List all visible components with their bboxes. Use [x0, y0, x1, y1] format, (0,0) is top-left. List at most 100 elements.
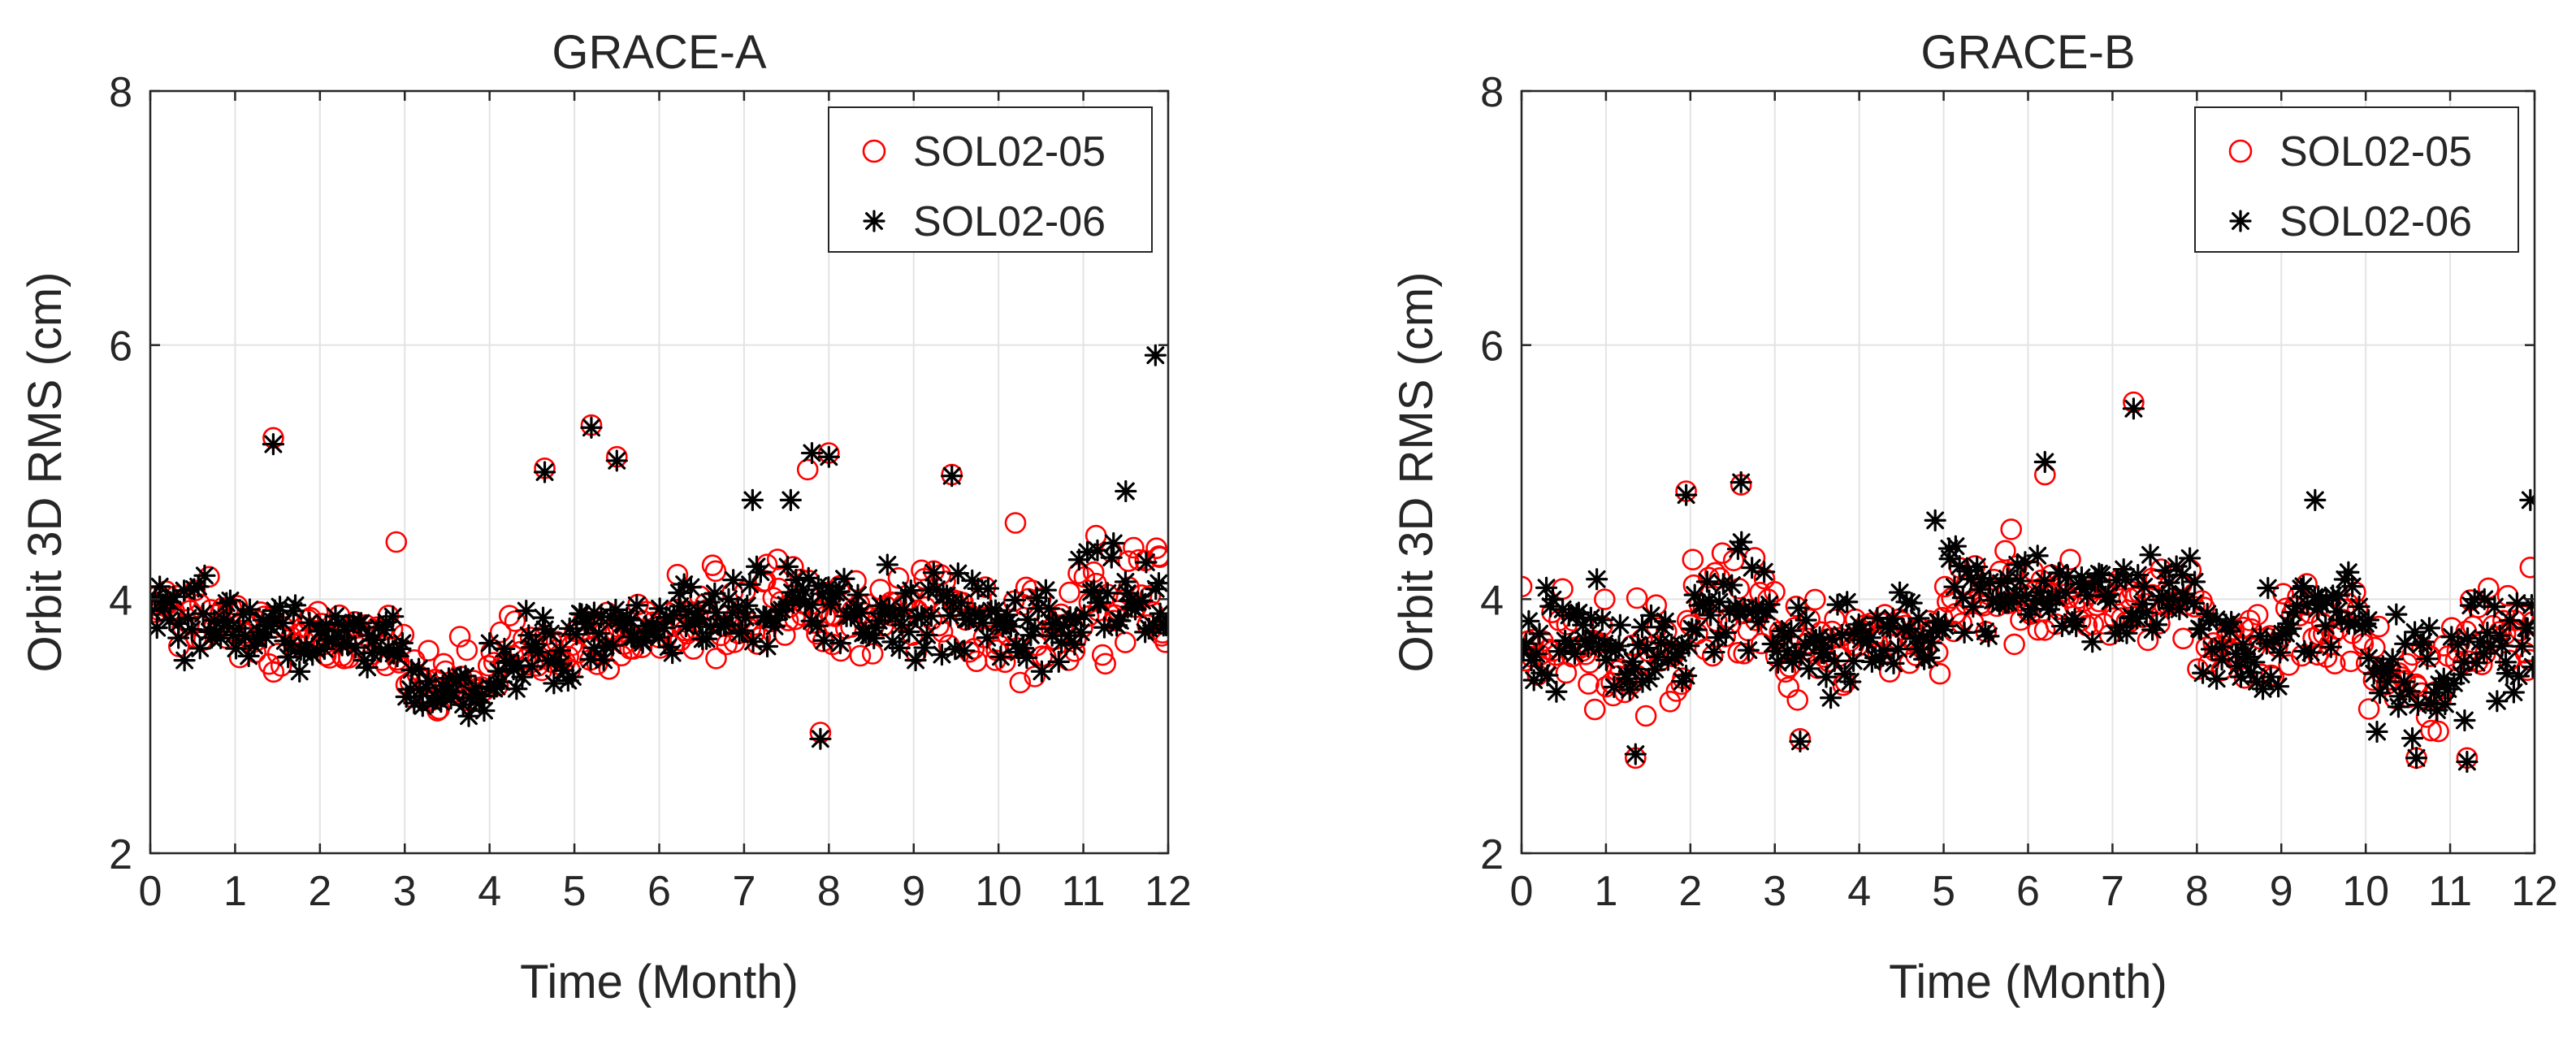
- data-point-circle: [1994, 540, 2016, 562]
- data-point-asterisk: [349, 612, 373, 635]
- data-point-asterisk: [722, 569, 745, 592]
- data-point-asterisk: [695, 627, 718, 650]
- data-point-asterisk: [1734, 597, 1756, 620]
- data-point-circle: [2033, 619, 2056, 641]
- data-point-asterisk: [1956, 560, 1979, 583]
- data-point-asterisk: [2304, 488, 2327, 511]
- data-point-asterisk: [869, 594, 892, 617]
- data-point-asterisk: [1651, 616, 1674, 639]
- data-point-asterisk: [493, 637, 516, 660]
- data-point-asterisk: [2293, 640, 2316, 662]
- data-point-asterisk: [829, 631, 851, 655]
- data-point-asterisk: [150, 575, 171, 598]
- data-point-asterisk: [2183, 570, 2206, 593]
- data-point-asterisk: [809, 727, 832, 750]
- data-point-asterisk: [524, 633, 548, 656]
- data-point-asterisk: [549, 653, 572, 675]
- data-point-asterisk: [260, 614, 283, 638]
- data-point-asterisk: [1034, 579, 1057, 601]
- data-point-asterisk: [884, 605, 907, 627]
- data-point-asterisk: [742, 630, 764, 653]
- data-point-asterisk: [2406, 694, 2430, 717]
- data-point-circle: [504, 610, 526, 632]
- data-point-asterisk: [1145, 578, 1167, 601]
- data-point-asterisk: [1966, 555, 1989, 579]
- data-point-asterisk: [1656, 648, 1679, 671]
- data-point-asterisk: [779, 488, 802, 511]
- data-point-asterisk: [894, 582, 917, 605]
- data-point-asterisk: [726, 596, 750, 618]
- data-point-asterisk: [1608, 635, 1630, 657]
- data-point-asterisk: [1888, 581, 1911, 604]
- data-point-asterisk: [154, 589, 177, 612]
- data-point-asterisk: [1907, 607, 1930, 630]
- data-point-asterisk: [622, 626, 646, 648]
- data-point-asterisk: [2132, 575, 2155, 598]
- data-point-asterisk: [968, 605, 991, 627]
- data-point-asterisk: [1638, 667, 1660, 690]
- data-point-asterisk: [2122, 397, 2145, 420]
- data-point-asterisk: [2239, 661, 2262, 684]
- data-point-circle: [1139, 584, 1162, 607]
- data-point-asterisk: [2368, 682, 2392, 705]
- data-point-asterisk: [2266, 675, 2290, 698]
- y-tick-label: 2: [1480, 831, 1504, 878]
- data-point-circle: [1094, 653, 1116, 675]
- data-point-asterisk: [430, 691, 452, 713]
- data-point-asterisk: [1012, 637, 1035, 660]
- data-point-asterisk: [543, 672, 565, 695]
- data-point-asterisk: [2127, 563, 2150, 587]
- legend-entry-SOL02-05: SOL02-05: [2228, 128, 2472, 176]
- x-tick-label: 5: [1932, 868, 1955, 915]
- data-point-asterisk: [2259, 666, 2282, 688]
- data-point-asterisk: [1076, 540, 1099, 564]
- data-point-asterisk: [2405, 747, 2428, 770]
- data-point-asterisk: [1624, 743, 1647, 765]
- data-point-asterisk: [2326, 601, 2349, 623]
- data-point-asterisk: [1047, 650, 1070, 673]
- data-point-asterisk: [2015, 584, 2037, 607]
- data-point-asterisk: [668, 581, 691, 605]
- data-point-asterisk: [1545, 680, 1568, 703]
- data-point-asterisk: [1004, 588, 1027, 612]
- data-point-asterisk: [1866, 606, 1889, 630]
- data-point-asterisk: [828, 580, 851, 603]
- data-point-asterisk: [2388, 685, 2411, 708]
- data-point-asterisk: [1737, 639, 1760, 661]
- data-point-asterisk: [1953, 621, 1976, 644]
- data-point-asterisk: [1907, 638, 1929, 661]
- data-point-asterisk: [539, 622, 562, 645]
- data-point-asterisk: [916, 623, 938, 647]
- data-point-asterisk: [262, 610, 284, 633]
- data-point-asterisk: [298, 611, 321, 634]
- data-point-asterisk: [2020, 598, 2043, 621]
- data-point-asterisk: [370, 640, 392, 663]
- x-tick-label: 4: [478, 868, 501, 915]
- data-point-asterisk: [1100, 546, 1123, 569]
- data-point-asterisk: [1872, 640, 1895, 662]
- data-point-asterisk: [1703, 640, 1725, 664]
- data-point-asterisk: [284, 594, 307, 617]
- data-point-asterisk: [999, 615, 1022, 638]
- data-point-asterisk: [613, 614, 635, 636]
- x-tick-label: 2: [308, 868, 331, 915]
- data-point-asterisk: [1070, 621, 1093, 644]
- data-point-asterisk: [850, 601, 872, 624]
- data-point-asterisk: [216, 611, 239, 634]
- data-point-asterisk: [673, 573, 695, 596]
- data-point-circle: [448, 626, 471, 648]
- data-point-asterisk: [188, 637, 211, 660]
- data-point-circle: [1682, 549, 1704, 571]
- data-point-asterisk: [505, 678, 528, 700]
- data-point-asterisk: [386, 644, 409, 668]
- data-point-asterisk: [1044, 612, 1067, 635]
- data-point-asterisk: [749, 561, 772, 583]
- data-point-asterisk: [2033, 450, 2056, 474]
- data-point-asterisk: [2048, 562, 2071, 584]
- data-point-asterisk: [2115, 622, 2138, 644]
- data-point-asterisk: [150, 617, 168, 640]
- data-point-asterisk: [363, 628, 386, 651]
- legend-circle-marker: [2228, 139, 2253, 163]
- data-point-asterisk: [1881, 607, 1904, 630]
